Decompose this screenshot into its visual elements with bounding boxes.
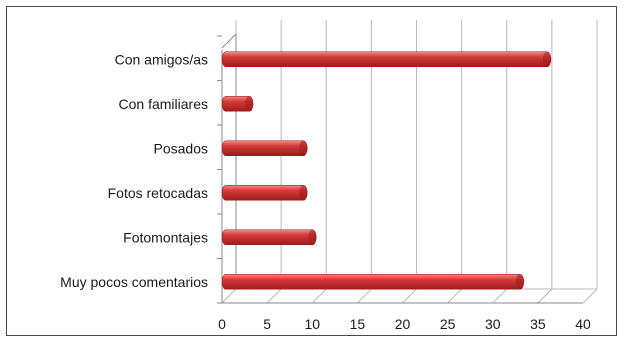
x-tick-labels: 0 5 10 15 20 25 30 35 40 — [218, 316, 591, 332]
bar-body — [221, 51, 552, 68]
bar — [221, 273, 525, 290]
bar — [221, 95, 254, 112]
x-tick-label: 5 — [263, 316, 271, 332]
category-label: Con familiares — [119, 96, 208, 112]
floor-gridline — [221, 288, 237, 304]
bar — [221, 51, 552, 68]
x-tick-label: 0 — [218, 316, 226, 332]
x-tick-label: 40 — [575, 316, 591, 332]
bar-end-cap — [299, 185, 308, 201]
bar-end-cap — [542, 51, 551, 67]
floor-gridline — [402, 288, 417, 304]
bar — [221, 140, 308, 157]
x-tick-label: 10 — [304, 316, 320, 332]
category-label: Fotomontajes — [123, 229, 208, 245]
floor-gridline — [537, 288, 553, 304]
bars — [221, 51, 552, 290]
floor-gridline — [447, 288, 462, 304]
category-label: Fotos retocadas — [108, 185, 208, 201]
floor-gridline — [582, 288, 598, 304]
bar-end-cap — [308, 229, 317, 245]
bar-end-cap — [245, 96, 254, 112]
category-label: Muy pocos comentarios — [60, 274, 208, 290]
bar-body — [221, 229, 317, 246]
bar-end-cap — [299, 140, 308, 156]
floor-gridline — [492, 288, 508, 304]
floor-gridline — [357, 288, 372, 304]
x-tick-label: 15 — [350, 316, 366, 332]
bar-body — [221, 140, 308, 157]
x-tick-label: 30 — [485, 316, 501, 332]
category-label: Posados — [154, 140, 208, 156]
bar-body — [221, 184, 308, 201]
x-tick-label: 35 — [530, 316, 546, 332]
axes — [217, 33, 583, 304]
x-tick-label: 20 — [395, 316, 411, 332]
floor-gridline — [266, 288, 282, 304]
y-axis-top-edge — [221, 33, 237, 49]
category-label: Con amigos/as — [115, 51, 208, 67]
category-labels: Con amigos/as Con familiares Posados Fotos … — [60, 51, 208, 290]
bar — [221, 184, 308, 201]
bar-end-cap — [515, 274, 524, 290]
bar — [221, 229, 317, 246]
x-tick-label: 25 — [440, 316, 456, 332]
floor-gridline — [311, 288, 327, 304]
bar-body — [221, 273, 525, 290]
